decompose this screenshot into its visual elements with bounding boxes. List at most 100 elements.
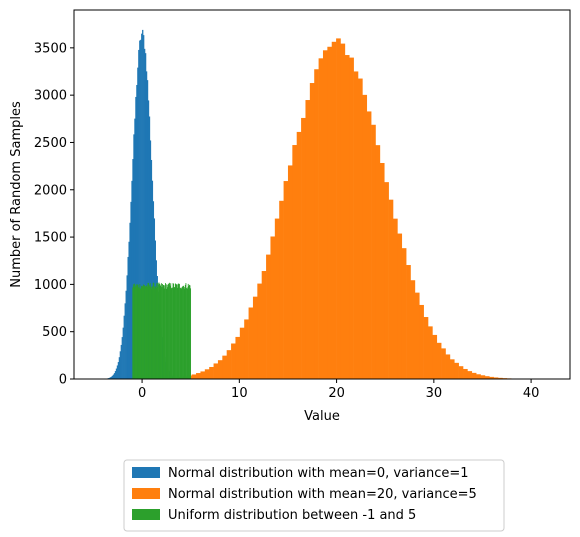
histogram-bar-series-1 <box>213 363 219 379</box>
histogram-bar-series-2 <box>136 285 138 379</box>
histogram-bar-series-2 <box>188 284 190 379</box>
histogram-bar-series-1 <box>410 280 416 379</box>
histogram-bar-series-1 <box>419 304 424 379</box>
histogram-bar-series-2 <box>134 283 135 379</box>
histogram-bar-series-1 <box>222 355 227 379</box>
histogram-bar-series-2 <box>143 284 145 379</box>
histogram-bar-series-2 <box>154 286 156 379</box>
histogram-bar-series-2 <box>140 288 142 379</box>
histogram-bar-series-0 <box>135 96 137 379</box>
histogram-bar-series-0 <box>112 374 115 379</box>
histogram-bar-series-1 <box>458 366 464 379</box>
histogram-bar-series-2 <box>139 284 141 379</box>
histogram-bar-series-1 <box>436 342 442 379</box>
bars-layer <box>101 29 543 380</box>
histogram-bar-series-2 <box>134 287 136 379</box>
y-tick-label: 500 <box>42 325 67 340</box>
histogram-bar-series-0 <box>143 35 145 379</box>
legend-box <box>123 459 505 532</box>
histogram-bar-series-2 <box>168 284 170 379</box>
histogram-bar-series-0 <box>140 39 142 380</box>
histogram-bar-series-0 <box>138 49 140 379</box>
histogram-bar-series-0 <box>125 290 127 379</box>
histogram-bar-series-2 <box>184 284 186 379</box>
histogram-bar-series-2 <box>164 288 166 379</box>
x-tick-label: 30 <box>426 386 443 401</box>
histogram-bar-series-2 <box>135 284 137 379</box>
histogram-bar-series-2 <box>142 286 144 379</box>
histogram-bar-series-2 <box>149 286 151 379</box>
histogram-bar-series-2 <box>132 284 134 379</box>
histogram-bar-series-1 <box>204 369 210 379</box>
histogram-bar-series-2 <box>149 283 151 379</box>
histogram-bar-series-0 <box>149 140 152 379</box>
histogram-bar-series-2 <box>151 286 153 379</box>
histogram-bar-series-2 <box>142 284 144 379</box>
histogram-bar-series-2 <box>156 283 158 379</box>
histogram-bar-series-2 <box>181 286 183 379</box>
legend-entry: Normal distribution with mean=0, varianc… <box>132 466 469 481</box>
x-tick-label: 10 <box>231 386 248 401</box>
histogram-bar-series-2 <box>172 287 173 379</box>
histogram-bar-series-1 <box>388 199 394 379</box>
histogram-bar-series-2 <box>148 282 149 379</box>
histogram-bar-series-0 <box>129 222 131 379</box>
histogram-bar-series-1 <box>244 319 249 379</box>
histogram-bar-series-2 <box>158 284 159 379</box>
legend-entry: Uniform distribution between -1 and 5 <box>132 508 416 523</box>
histogram-bar-series-1 <box>344 55 350 379</box>
histogram-bar-series-2 <box>177 287 179 379</box>
legend-swatch <box>132 467 160 478</box>
histogram-bar-series-0 <box>146 80 149 380</box>
histogram-bar-series-2 <box>174 283 176 379</box>
histogram-bar-series-2 <box>146 285 148 379</box>
histogram-bar-series-1 <box>287 165 293 379</box>
histogram-bar-series-2 <box>170 283 172 379</box>
histogram-bar-series-0 <box>151 180 154 379</box>
histogram-bar-series-2 <box>188 285 190 379</box>
histogram-bar-series-1 <box>467 371 473 379</box>
histogram-bar-series-1 <box>366 111 372 380</box>
histogram-bar-series-0 <box>110 376 113 379</box>
histogram-bar-series-2 <box>158 282 160 379</box>
histogram-bar-series-2 <box>162 285 164 379</box>
histogram-bar-series-2 <box>159 283 161 379</box>
histogram-bar-series-2 <box>153 282 155 379</box>
histogram-bar-series-1 <box>274 218 280 379</box>
histogram-bar-series-2 <box>141 285 142 379</box>
histogram-bar-series-2 <box>144 285 145 379</box>
legend-swatch <box>132 509 160 520</box>
x-axis-label: Value <box>304 409 340 424</box>
histogram-bar-series-0 <box>121 337 123 379</box>
histogram-bar-series-1 <box>226 350 232 379</box>
histogram-bar-series-2 <box>145 286 147 379</box>
histogram-bar-series-1 <box>476 374 481 379</box>
histogram-bar-series-1 <box>191 374 197 379</box>
histogram-bar-series-2 <box>179 287 181 379</box>
histogram-bar-series-1 <box>257 283 263 379</box>
histogram-bar-series-1 <box>362 94 368 379</box>
histogram-bar-series-1 <box>305 100 311 380</box>
histogram-bar-series-2 <box>157 282 159 379</box>
histogram-bar-series-2 <box>186 287 187 379</box>
x-axis-ticks: 0 10 20 30 40 <box>138 379 539 401</box>
y-tick-label: 3000 <box>34 89 67 104</box>
histogram-bar-series-2 <box>165 284 167 379</box>
histogram-bar-series-2 <box>167 287 169 379</box>
y-tick-label: 2000 <box>34 183 67 198</box>
histogram-bar-series-2 <box>146 287 148 379</box>
histogram-bar-series-0 <box>124 303 126 379</box>
histogram-bar-series-1 <box>239 327 245 379</box>
histogram-bar-series-1 <box>471 372 477 379</box>
histogram-bar-series-0 <box>132 159 134 379</box>
histogram-bar-series-1 <box>353 71 359 379</box>
histogram-bar-series-1 <box>340 43 346 379</box>
histogram-bar-series-2 <box>179 284 180 379</box>
histogram-bar-series-1 <box>357 78 363 379</box>
histogram-bar-series-1 <box>322 50 328 379</box>
histogram-bar-series-2 <box>132 287 134 379</box>
histogram-bar-series-2 <box>155 286 156 379</box>
histogram-bar-series-1 <box>432 334 438 379</box>
histogram-bar-series-0 <box>120 344 122 379</box>
